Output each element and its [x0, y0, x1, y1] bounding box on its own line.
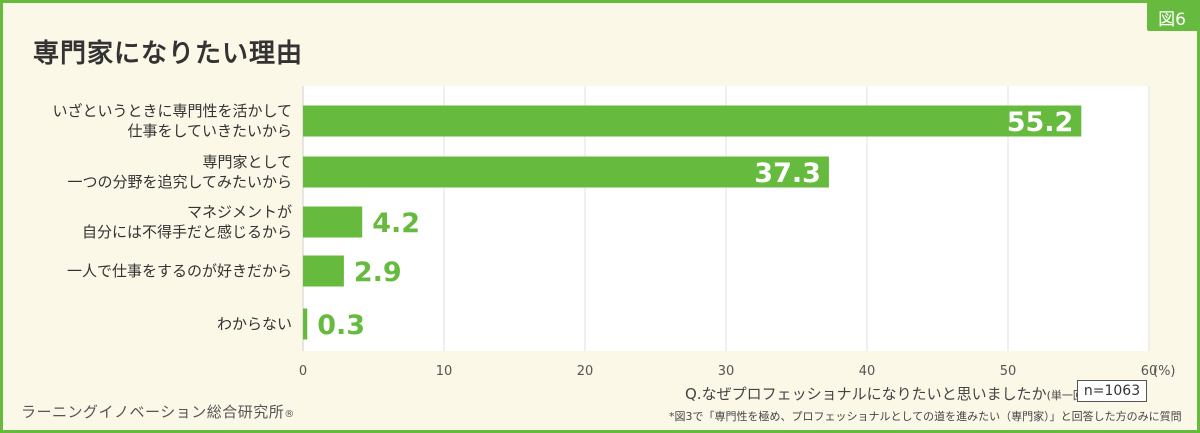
data-label: 4.2: [372, 208, 420, 239]
data-label: 37.3: [754, 158, 821, 189]
bar: [303, 308, 308, 340]
category-label-line: 一人で仕事をするのが好きだから: [66, 262, 292, 280]
x-tick-label: 40: [859, 364, 876, 379]
category-label-line: 仕事をしていきたいから: [127, 122, 292, 140]
bar: [303, 156, 829, 188]
question-label: Q.なぜプロフェッショナルになりたいと思いましたか: [685, 385, 1047, 403]
registered-mark: ®: [284, 409, 295, 420]
category-label: わからない: [0, 314, 292, 334]
category-label-line: 一つの分野を追究してみたいから: [67, 173, 292, 191]
data-label: 55.2: [1007, 107, 1074, 138]
x-tick-label: 20: [577, 364, 594, 379]
category-label-line: わからない: [216, 315, 292, 333]
bar-chart: 0 10 20 30 40 50 60(%) 55.2 37.3 4.2 2.9 0.3: [299, 86, 1176, 379]
chart-title: 専門家になりたい理由: [33, 39, 304, 69]
category-label: いざというときに専門性を活かして仕事をしていきたいから: [0, 101, 292, 141]
x-tick-label: 0: [299, 364, 307, 379]
x-unit-label: (%): [1153, 364, 1176, 379]
source-name: ラーニングイノベーション総合研究所: [21, 403, 285, 421]
category-label: 専門家として一つの分野を追究してみたいから: [0, 152, 292, 192]
data-label: 0.3: [317, 310, 365, 341]
data-label: 2.9: [354, 257, 402, 288]
category-label: 一人で仕事をするのが好きだから: [0, 261, 292, 281]
bar: [303, 255, 344, 287]
x-tick-label: 30: [718, 364, 735, 379]
bar: [303, 105, 1082, 137]
category-label: マネジメントが自分には不得手だと感じるから: [0, 202, 292, 242]
category-label-line: 自分には不得手だと感じるから: [81, 223, 292, 241]
category-label-line: 専門家として: [202, 153, 292, 171]
bar: [303, 206, 363, 238]
footnote: *図3で「専門性を極め、プロフェッショナルとしての道を進みたい（専門家）」と回答…: [669, 410, 1182, 423]
category-label-line: マネジメントが: [186, 203, 292, 221]
x-tick-label: 50: [1000, 364, 1017, 379]
source-credit: ラーニングイノベーション総合研究所®: [21, 401, 295, 422]
x-tick-label: 10: [436, 364, 453, 379]
question-text: Q.なぜプロフェッショナルになりたいと思いましたか(単一回答): [685, 383, 1099, 404]
figure-badge: 図6: [1147, 3, 1197, 31]
sample-size-badge: n=1063: [1077, 380, 1147, 402]
x-tick-label: 60: [1141, 364, 1158, 379]
category-label-line: いざというときに専門性を活かして: [52, 102, 292, 120]
